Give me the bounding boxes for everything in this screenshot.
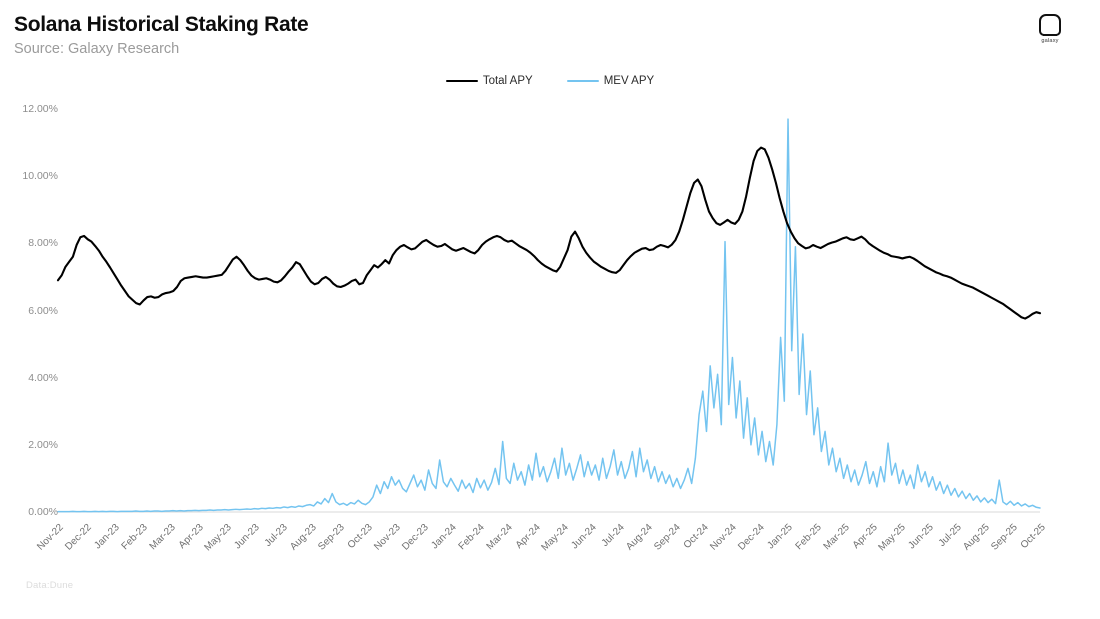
- y-tick-label: 2.00%: [28, 438, 58, 451]
- y-tick-label: 8.00%: [28, 237, 58, 250]
- data-source-watermark: Data:Dune: [26, 580, 74, 591]
- y-axis: 0.00% 2.00% 4.00% 6.00% 8.00% 10.00% 12.00%: [0, 0, 58, 619]
- y-tick-label: 0.00%: [28, 506, 58, 518]
- chart-header: Solana Historical Staking Rate Source: G…: [14, 12, 714, 59]
- y-tick-label: 6.00%: [28, 304, 58, 317]
- y-tick-label: 10.00%: [22, 170, 58, 183]
- y-tick-label: 4.00%: [28, 371, 58, 384]
- brand-logo: galaxy: [1028, 14, 1072, 44]
- series-line-mev-apy: [57, 118, 1041, 513]
- series-line-total-apy: [56, 146, 1042, 320]
- page-title: Solana Historical Staking Rate: [14, 13, 309, 36]
- brand-name-label: galaxy: [1041, 38, 1059, 44]
- chart-subtitle: Source: Galaxy Research: [14, 41, 180, 57]
- galaxy-logo-icon: [1039, 14, 1061, 37]
- y-tick-label: 12.00%: [22, 103, 58, 115]
